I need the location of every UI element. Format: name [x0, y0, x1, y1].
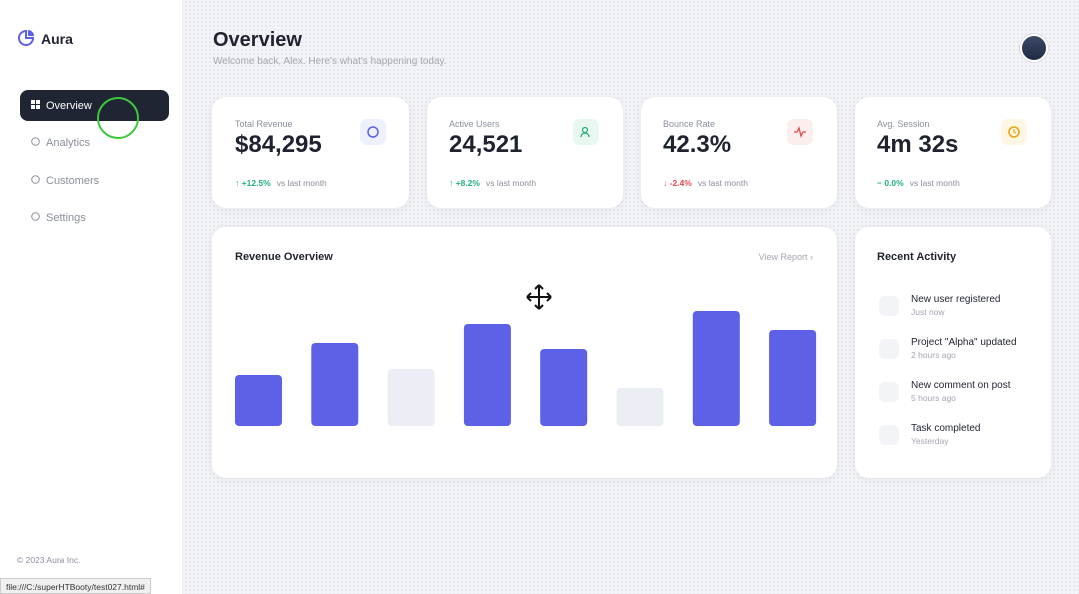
stat-change: ↑ +8.2% vs last month: [449, 178, 536, 188]
stat-icon: [360, 119, 386, 145]
activity-item: Task completed Yesterday: [879, 423, 1027, 466]
activity-icon: [879, 339, 899, 359]
nav-item[interactable]: Settings: [20, 202, 169, 233]
activity-time: 2 hours ago: [911, 350, 956, 360]
activity-icon: [879, 296, 899, 316]
trend-arrow: ↑: [235, 178, 240, 188]
activity-time: 5 hours ago: [911, 393, 956, 403]
nav-item[interactable]: Analytics: [20, 127, 169, 158]
activity-icon: [879, 425, 899, 445]
brand: Aura: [41, 31, 73, 47]
change-note: vs last month: [697, 178, 748, 188]
activity-time: Yesterday: [911, 436, 949, 446]
stat-label: Bounce Rate: [663, 119, 716, 129]
stat-icon: [787, 119, 813, 145]
activity-title: New comment on post: [911, 380, 1011, 391]
activity-item: New comment on post 5 hours ago: [879, 380, 1027, 423]
bar: [540, 349, 588, 426]
stat-value: $84,295: [235, 131, 322, 158]
stat-label: Total Revenue: [235, 119, 293, 129]
stat-icon: [573, 119, 599, 145]
stat-value: 4m 32s: [877, 131, 959, 158]
bar: [387, 369, 435, 426]
status-bar: file:///C:/superHTBooty/test027.html#: [0, 578, 151, 594]
page-title: Overview: [213, 29, 302, 51]
stat-change: − 0.0% vs last month: [877, 178, 960, 188]
activity-item: New user registered Just now: [879, 294, 1027, 337]
stat-card: Active Users 24,521 ↑ +8.2% vs last month: [427, 97, 623, 208]
bar: [463, 324, 511, 426]
change-note: vs last month: [276, 178, 327, 188]
trend-arrow: ↓: [663, 178, 668, 188]
stat-label: Active Users: [449, 119, 500, 129]
bar: [769, 330, 817, 426]
brand-logo: [18, 29, 35, 46]
nav-item[interactable]: Customers: [20, 165, 169, 196]
bar-chart: [235, 311, 817, 426]
activity-time: Just now: [911, 307, 945, 317]
bar: [311, 343, 359, 426]
revenue-card: Revenue Overview View Report ›: [212, 227, 837, 478]
stat-card: Bounce Rate 42.3% ↓ -2.4% vs last month: [641, 97, 837, 208]
trend-arrow: ↑: [449, 178, 454, 188]
bar: [235, 375, 282, 426]
stat-value: 24,521: [449, 131, 523, 158]
change-value: +12.5%: [241, 178, 271, 188]
nav-label: Analytics: [46, 136, 91, 149]
sidebar: Aura Overview Analytics Customers Settin…: [0, 0, 183, 594]
activity-card: Recent Activity New user registered Just …: [855, 227, 1051, 478]
avatar[interactable]: [1020, 34, 1048, 62]
change-note: vs last month: [909, 178, 960, 188]
change-value: +8.2%: [455, 178, 480, 188]
trend-arrow: −: [877, 178, 882, 188]
activity-item: Project "Alpha" updated 2 hours ago: [879, 337, 1027, 380]
stat-value: 42.3%: [663, 131, 732, 158]
view-report-link[interactable]: View Report ›: [758, 252, 813, 262]
change-value: -2.4%: [669, 178, 692, 188]
footer: © 2023 Aura Inc.: [17, 555, 81, 565]
change-note: vs last month: [485, 178, 537, 188]
nav-label: Customers: [46, 174, 100, 187]
stat-card: Avg. Session 4m 32s − 0.0% vs last month: [855, 97, 1051, 208]
activity-icon: [879, 382, 899, 402]
stat-change: ↑ +12.5% vs last month: [235, 178, 327, 188]
page-subtitle: Welcome back, Alex. Here's what's happen…: [213, 56, 447, 67]
nav-item[interactable]: Overview: [20, 90, 169, 121]
bar: [616, 388, 664, 426]
change-value: 0.0%: [884, 178, 904, 188]
card-title: Recent Activity: [877, 251, 957, 263]
stat-label: Avg. Session: [877, 119, 930, 129]
move-cursor: [526, 284, 552, 310]
nav-label: Settings: [46, 211, 86, 224]
card-title: Revenue Overview: [235, 251, 333, 263]
nav-label: Overview: [46, 99, 92, 112]
stat-change: ↓ -2.4% vs last month: [663, 178, 748, 188]
stat-card: Total Revenue $84,295 ↑ +12.5% vs last mo…: [212, 97, 409, 208]
bar: [692, 311, 740, 426]
activity-title: Task completed: [911, 423, 981, 434]
stat-icon: [1001, 119, 1027, 145]
activity-title: New user registered: [911, 294, 1001, 305]
click-indicator: [97, 97, 139, 139]
activity-title: Project "Alpha" updated: [911, 337, 1017, 348]
